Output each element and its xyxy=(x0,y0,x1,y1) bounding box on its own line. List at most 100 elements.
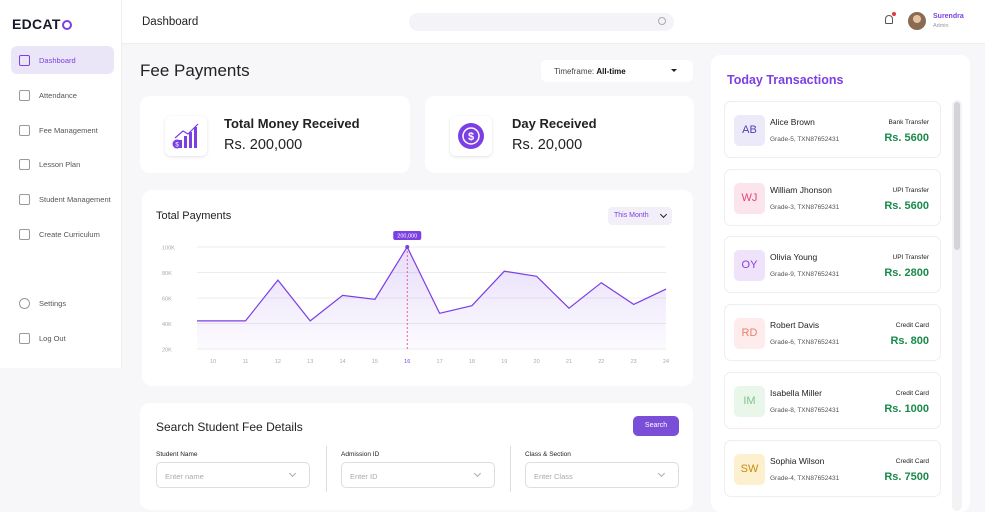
sidebar: EDCAT Dashboard Attendance Fee Managemen… xyxy=(0,0,122,368)
x-tick-label: 18 xyxy=(469,359,475,365)
transaction-detail: Grade-6, TXN87652431 xyxy=(770,339,840,346)
logout-icon xyxy=(19,332,30,344)
student-name-label: Student Name xyxy=(156,451,198,458)
x-tick-label: 11 xyxy=(243,359,249,365)
x-tick-label: 14 xyxy=(339,359,345,365)
transactions-panel: Today Transactions AB Alice Brown Grade-5,… xyxy=(711,55,970,512)
transaction-avatar: SW xyxy=(734,454,765,485)
transaction-avatar: OY xyxy=(734,250,765,281)
transaction-method: Credit Card xyxy=(895,458,929,465)
transaction-card[interactable]: OY Olivia Young Grade-9, TXN87652431 UPI Tr… xyxy=(724,236,941,293)
transaction-amount: Rs. 7500 xyxy=(884,471,929,483)
bell-icon[interactable] xyxy=(885,12,896,24)
sidebar-item-dashboard[interactable]: Dashboard xyxy=(11,46,114,74)
sidebar-item-log-out[interactable]: Log Out xyxy=(11,324,114,352)
dollar-coin-icon: $ xyxy=(450,116,492,156)
transaction-detail: Grade-5, TXN87652431 xyxy=(770,136,840,143)
class-section-placeholder: Enter Class xyxy=(534,472,573,481)
x-tick-label: 13 xyxy=(307,359,313,365)
caret-down-icon xyxy=(671,69,677,72)
payments-chart: 20K 40K 60K 80K 100K 10 11 12 13 14 15 16 17 18 19 20 21… xyxy=(162,231,669,365)
stat-value: Rs. 200,000 xyxy=(224,137,303,153)
user-role: Admin xyxy=(933,23,949,29)
transaction-name: Robert Davis xyxy=(770,320,820,330)
document-icon xyxy=(19,89,30,101)
transaction-detail: Grade-9, TXN87652431 xyxy=(770,271,840,278)
transaction-method: UPI Transfer xyxy=(892,254,929,261)
sidebar-item-lesson-plan[interactable]: Lesson Plan xyxy=(11,150,114,178)
document-icon xyxy=(19,228,30,240)
document-icon xyxy=(19,158,30,170)
period-select[interactable]: This Month xyxy=(608,207,672,225)
transaction-amount: Rs. 5600 xyxy=(884,132,929,144)
transaction-method: Credit Card xyxy=(895,390,929,397)
home-icon xyxy=(19,54,30,66)
sidebar-item-fee-management[interactable]: Fee Management xyxy=(11,116,114,144)
transaction-amount: Rs. 5600 xyxy=(884,200,929,212)
sidebar-item-label: Dashboard xyxy=(39,55,76,65)
series-line xyxy=(197,245,667,322)
transaction-card[interactable]: AB Alice Brown Grade-5, TXN87652431 Bank Tr… xyxy=(724,101,941,158)
x-tick-label: 24 xyxy=(663,359,669,365)
admission-id-label: Admission ID xyxy=(341,451,380,458)
student-name-field[interactable]: Enter name xyxy=(156,462,310,488)
transaction-card[interactable]: RD Robert Davis Grade-6, TXN87652431 Credit… xyxy=(724,304,941,361)
chevron-down-icon xyxy=(657,469,666,478)
divider xyxy=(510,446,511,492)
transaction-avatar: RD xyxy=(734,318,765,349)
y-tick-label: 60K xyxy=(162,297,172,303)
admission-id-field[interactable]: Enter ID xyxy=(341,462,495,488)
transaction-method: Credit Card xyxy=(895,322,929,329)
sidebar-item-student-management[interactable]: Student Management xyxy=(11,185,114,213)
x-tick-label: 12 xyxy=(275,359,281,365)
timeframe-select[interactable]: Timeframe: All-time xyxy=(541,60,693,82)
search-input[interactable] xyxy=(409,13,674,31)
transaction-name: Alice Brown xyxy=(770,117,815,127)
tooltip-box xyxy=(393,231,422,240)
sidebar-item-create-curriculum[interactable]: Create Curriculum xyxy=(11,220,114,248)
chart-card: Total Payments This Month 20K 40K 60K 80K 10… xyxy=(142,190,693,386)
gear-icon xyxy=(19,297,30,309)
bar-chart-icon: $ xyxy=(165,116,207,156)
x-tick-label: 10 xyxy=(210,359,216,365)
page-title: Dashboard xyxy=(142,16,199,28)
transaction-card[interactable]: SW Sophia Wilson Grade-4, TXN87652431 Credi… xyxy=(724,440,941,497)
class-section-field[interactable]: Enter Class xyxy=(525,462,679,488)
timeframe-label: Timeframe: xyxy=(554,67,595,76)
timeframe-value: All-time xyxy=(596,67,626,76)
sidebar-item-label: Fee Management xyxy=(39,125,98,135)
y-tick-label: 40K xyxy=(162,322,172,328)
app-logo[interactable]: EDCAT xyxy=(12,16,72,32)
chevron-down-icon xyxy=(288,469,297,478)
avatar[interactable] xyxy=(908,12,926,30)
transaction-avatar: WJ xyxy=(734,183,765,214)
notification-dot xyxy=(892,12,896,16)
transactions-title: Today Transactions xyxy=(727,73,844,87)
svg-text:$: $ xyxy=(468,131,474,143)
x-tick-label: 19 xyxy=(501,359,507,365)
sidebar-item-label: Log Out xyxy=(39,333,66,343)
highlight-point xyxy=(405,245,410,249)
y-tick-label: 80K xyxy=(162,271,172,277)
transaction-method: UPI Transfer xyxy=(892,187,929,194)
scrollbar[interactable] xyxy=(952,100,962,511)
transaction-amount: Rs. 1000 xyxy=(884,403,929,415)
transaction-amount: Rs. 2800 xyxy=(884,267,929,279)
x-tick-label: 22 xyxy=(598,359,604,365)
divider xyxy=(326,446,327,492)
transaction-card[interactable]: IM Isabella Miller Grade-8, TXN87652431 Cre… xyxy=(724,372,941,429)
transaction-amount: Rs. 800 xyxy=(890,335,929,347)
sidebar-item-attendance[interactable]: Attendance xyxy=(11,81,114,109)
stat-title: Day Received xyxy=(512,116,597,131)
y-tick-label: 20K xyxy=(162,348,172,354)
search-button[interactable]: Search xyxy=(633,416,679,436)
scrollbar-thumb[interactable] xyxy=(954,102,960,250)
transaction-detail: Grade-3, TXN87652431 xyxy=(770,204,840,211)
chevron-down-icon xyxy=(473,469,482,478)
transaction-card[interactable]: WJ William Jhonson Grade-3, TXN87652431 UPI… xyxy=(724,169,941,226)
x-tick-label: 16 xyxy=(404,359,410,365)
sidebar-item-settings[interactable]: Settings xyxy=(11,289,114,317)
admission-id-placeholder: Enter ID xyxy=(350,472,378,481)
transaction-name: Isabella Miller xyxy=(770,388,822,398)
class-section-label: Class & Section xyxy=(525,451,571,458)
